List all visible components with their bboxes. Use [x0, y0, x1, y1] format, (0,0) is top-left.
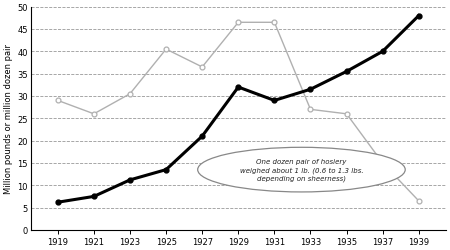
Y-axis label: Million pounds or million dozen pair: Million pounds or million dozen pair — [4, 44, 13, 194]
Ellipse shape — [198, 148, 405, 192]
Text: One dozen pair of hosiery
weighed about 1 lb. (0.6 to 1.3 lbs.
depending on shee: One dozen pair of hosiery weighed about … — [240, 158, 363, 182]
